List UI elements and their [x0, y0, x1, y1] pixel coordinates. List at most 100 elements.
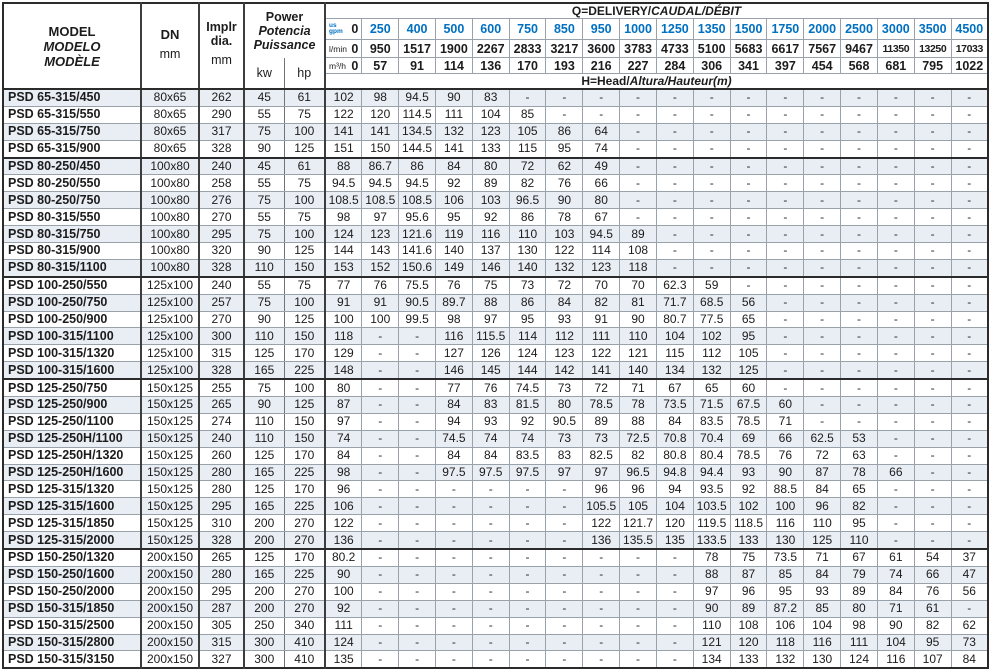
head-value-cell: -: [434, 514, 473, 533]
head-value-cell: -: [950, 497, 989, 516]
head-value-cell: -: [655, 191, 694, 210]
hp-cell: 340: [283, 616, 326, 635]
table-row: PSD 150-250/1320 200x150 265 125 170 80.2- - - -…: [2, 548, 989, 567]
head-value-cell: -: [398, 514, 436, 533]
head-value-cell: 145: [471, 361, 510, 381]
head-value-cell: 120: [361, 105, 400, 124]
table-row: PSD 125-315/1850 150x125 310 200 270 122- - - - -…: [2, 514, 989, 533]
head-value-cell: -: [398, 633, 436, 652]
head-value-cell: 110: [508, 225, 547, 244]
q-header-value: 216: [582, 57, 621, 74]
head-value-cell: -: [766, 344, 805, 363]
head-value-cell: -: [803, 258, 842, 278]
head-value-cell: 74: [582, 139, 621, 159]
head-value-cell: 74: [471, 429, 510, 448]
head-value-cell: 141: [361, 122, 400, 141]
us-gpm-zero: 0: [351, 22, 359, 36]
head-value-cell: -: [803, 225, 842, 244]
head-value-cell: 60: [729, 378, 768, 398]
hp-cell: 225: [283, 361, 326, 381]
head-value-cell: 118: [766, 633, 805, 652]
model-cell: PSD 125-250H/1100: [2, 429, 142, 448]
q-header-value: 5100: [692, 39, 731, 58]
dn-cell: 200x150: [140, 565, 200, 584]
table-row: PSD 150-250/1600 200x150 280 165 225 90- - - - - -…: [2, 565, 989, 584]
dn-cell: 200x150: [140, 650, 200, 669]
head-value-cell: -: [950, 480, 989, 499]
head-value-cell: 100: [766, 497, 805, 516]
dia-cell: 280: [198, 463, 245, 482]
head-value-cell: 73: [582, 429, 621, 448]
head-value-cell: 132: [692, 361, 731, 381]
head-value-cell: -: [582, 582, 621, 601]
head-value-cell: -: [913, 293, 952, 312]
head-value-cell: 89: [471, 174, 510, 193]
head-value-cell: -: [913, 514, 952, 533]
head-value-cell: -: [655, 139, 694, 159]
dn-cell: 200x150: [140, 616, 200, 635]
head-value-cell: -: [950, 463, 989, 482]
head-value-cell: 102: [324, 88, 363, 107]
head-value-cell: -: [398, 480, 436, 499]
hp-cell: 270: [283, 582, 326, 601]
dia-cell: 255: [198, 378, 245, 398]
dn-cell: 100x80: [140, 258, 200, 278]
m3-h-unit-label: m³/h: [329, 60, 346, 71]
head-value-cell: -: [434, 616, 473, 635]
head-value-cell: 62: [545, 157, 584, 176]
head-value-cell: 144: [324, 242, 363, 260]
table-row: PSD 125-250/1100 150x125 274 110 150 97- -94 93…: [2, 412, 989, 431]
head-value-cell: 116: [766, 514, 805, 533]
head-value-cell: -: [876, 174, 915, 193]
head-value-cell: -: [361, 396, 400, 414]
head-value-cell: -: [840, 310, 878, 329]
head-value-cell: -: [729, 276, 768, 295]
dn-cell: 80x65: [140, 122, 200, 141]
head-value-cell: 75: [729, 548, 768, 567]
hp-cell: 225: [283, 565, 326, 584]
head-value-cell: 80.4: [692, 446, 731, 465]
q-header-value: 397: [766, 57, 805, 74]
head-value-cell: -: [913, 327, 952, 346]
head-value-cell: 90: [434, 88, 473, 107]
hp-cell: 75: [283, 208, 326, 227]
head-value-cell: 112: [692, 344, 731, 363]
head-value-cell: -: [692, 191, 731, 210]
table-row: PSD 80-315/900 100x80 320 90 125 144 143 141.6 1…: [2, 242, 989, 260]
table-row: PSD 150-250/2000 200x150 295 200 270 100- - - - -…: [2, 582, 989, 601]
q-header-value: 136: [471, 57, 510, 74]
head-value-cell: 97: [582, 463, 621, 482]
head-value-cell: 144.5: [398, 139, 436, 159]
kw-cell: 110: [243, 327, 285, 346]
kw-cell: 110: [243, 429, 285, 448]
head-value-cell: -: [398, 616, 436, 635]
head-value-cell: -: [361, 531, 400, 551]
head-value-cell: 102: [729, 497, 768, 516]
head-value-cell: 61: [876, 548, 915, 567]
hp-cell: 270: [283, 531, 326, 551]
head-value-cell: 91: [324, 293, 363, 312]
head-value-cell: -: [803, 157, 842, 176]
head-value-cell: -: [619, 174, 657, 193]
head-value-cell: 66: [766, 429, 805, 448]
head-value-cell: -: [876, 191, 915, 210]
head-value-cell: -: [876, 514, 915, 533]
head-value-cell: -: [840, 225, 878, 244]
kw-cell: 125: [243, 446, 285, 465]
head-value-cell: -: [471, 650, 510, 669]
head-value-cell: -: [434, 633, 473, 652]
head-value-cell: -: [913, 105, 952, 124]
head-value-cell: 85: [766, 565, 805, 584]
q-header-value: 9467: [840, 39, 878, 58]
head-value-cell: 82: [913, 616, 952, 635]
head-value-cell: 124: [324, 633, 363, 652]
head-value-cell: -: [655, 225, 694, 244]
q-header-value: 750: [508, 18, 547, 40]
hp-cell: 61: [283, 157, 326, 176]
model-cell: PSD 80-250/750: [2, 191, 142, 210]
kw-cell: 200: [243, 514, 285, 533]
kw-cell: 300: [243, 650, 285, 669]
head-value-cell: -: [950, 88, 989, 107]
head-value-cell: 73: [545, 429, 584, 448]
q-header-value: 568: [840, 57, 878, 74]
